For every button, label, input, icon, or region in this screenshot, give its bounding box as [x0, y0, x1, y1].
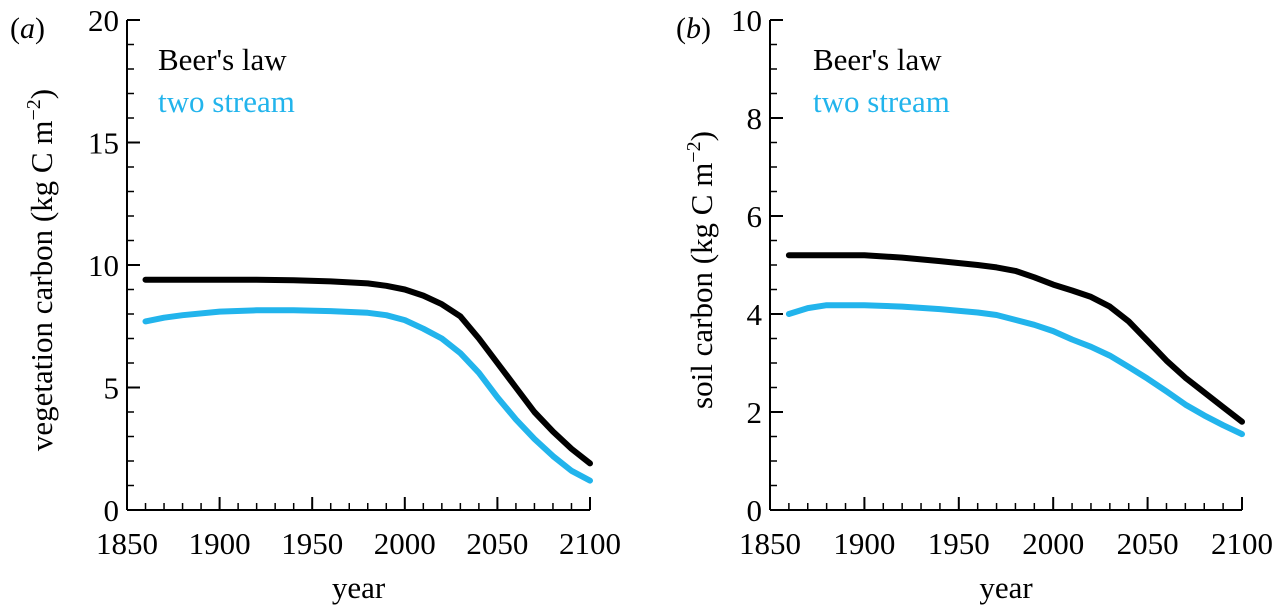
y-tick-label: 10	[731, 3, 762, 38]
panel-label: (a)	[10, 12, 45, 45]
x-tick-label: 2100	[1211, 526, 1273, 561]
legend-entry-two-stream: two stream	[158, 84, 295, 119]
panel-b: 0 2 4 6 8 10 1850 1900 1950 2000 2050 2100 Beer's la…	[676, 3, 1273, 605]
y-axis-title: vegetation carbon (kg C m−2)	[23, 89, 59, 451]
panel-a: 0 5 10 15 20 1850 1900 1950 2000 2050 2100 Beer's l…	[10, 3, 621, 605]
y-tick-label: 2	[747, 395, 763, 430]
legend-entry-beers-law: Beer's law	[813, 42, 942, 77]
x-tick-label: 1900	[189, 526, 251, 561]
y-tick-label: 0	[747, 493, 763, 528]
panel-label: (b)	[676, 12, 711, 45]
y-tick-label: 8	[747, 101, 763, 136]
series-line-beers-law	[785, 252, 1245, 425]
x-tick-label: 2050	[1117, 526, 1179, 561]
y-tick-label: 15	[88, 126, 119, 161]
legend-entry-beers-law: Beer's law	[158, 42, 287, 77]
y-axis-title: soil carbon (kg C m−2)	[683, 131, 719, 409]
series-line-beers-law	[142, 276, 593, 467]
legend-entry-two-stream: two stream	[813, 84, 950, 119]
y-tick-label: 20	[88, 3, 119, 38]
x-tick-label: 1850	[739, 526, 801, 561]
x-tick-label: 2100	[559, 526, 621, 561]
x-tick-label: 1850	[96, 526, 158, 561]
x-axis-title: year	[332, 570, 386, 605]
y-tick-label: 6	[747, 199, 763, 234]
series-line-two-stream	[785, 302, 1245, 438]
series-line-two-stream	[142, 307, 593, 484]
x-tick-label: 1950	[281, 526, 343, 561]
x-tick-label: 1950	[928, 526, 990, 561]
x-tick-label: 1900	[833, 526, 895, 561]
x-tick-label: 2000	[374, 526, 436, 561]
y-tick-label: 5	[104, 371, 120, 406]
y-tick-label: 0	[104, 493, 120, 528]
y-tick-label: 4	[747, 297, 763, 332]
y-tick-label: 10	[88, 248, 119, 283]
x-axis-title: year	[979, 570, 1033, 605]
x-tick-label: 2050	[466, 526, 528, 561]
x-tick-label: 2000	[1022, 526, 1084, 561]
